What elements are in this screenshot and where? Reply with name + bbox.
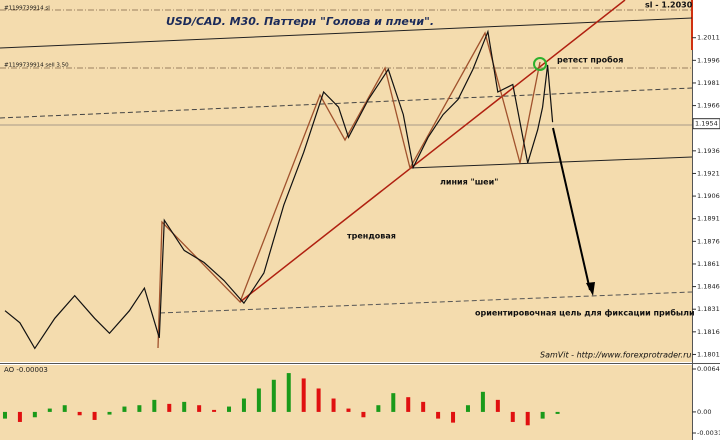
y-tick-label: 1.1906 [697, 192, 720, 200]
ao-bar [555, 411, 560, 414]
ao-bar [122, 406, 127, 412]
ao-bar [361, 411, 366, 418]
ao-bar [525, 411, 530, 426]
ao-bar [436, 411, 441, 419]
ao-bar [495, 399, 500, 412]
ao-bar [331, 398, 336, 412]
annotation: ретест пробоя [557, 55, 623, 65]
y-tick-label: -0.00315 [697, 429, 720, 437]
annotation: SamVit - http://www.forexprotrader.ru [540, 351, 691, 360]
target-arrow [552, 127, 591, 291]
target-line [159, 291, 693, 314]
ao-bar [47, 408, 52, 412]
y-tick-label: 1.1996 [697, 56, 720, 64]
y-tick-label: 1.1816 [697, 328, 720, 336]
y-tick-label: 1.1981 [697, 79, 720, 87]
ao-bar [391, 393, 396, 412]
annotation: #1199739914 sl [4, 6, 50, 12]
ao-bar [182, 401, 187, 412]
ao-bar [301, 378, 306, 412]
ao-bar [92, 411, 97, 420]
indicator-pane [0, 365, 692, 440]
annotation: линия "шеи" [440, 178, 498, 187]
retest-circle [533, 57, 547, 71]
y-tick-label: 1.1891 [697, 215, 720, 223]
ao-bar [421, 401, 426, 412]
indicator-title: AO -0.00003 [4, 366, 48, 374]
ao-bar [77, 411, 82, 416]
y-tick-label: 1.1936 [697, 147, 720, 155]
y-tick-label: 1.1876 [697, 237, 720, 245]
y-tick-label: 1.1861 [697, 260, 720, 268]
y-tick-label: 0.00 [697, 408, 711, 416]
channel-line [0, 17, 693, 49]
ao-bar [406, 397, 411, 412]
ao-bar [2, 411, 7, 419]
annotation: ориентировочная цель для фиксации прибыл… [475, 308, 695, 318]
y-tick-label: 0.00641 [697, 365, 720, 373]
ao-bar [212, 409, 217, 412]
trend-line [239, 0, 626, 303]
ao-bar [107, 411, 112, 415]
ao-bar [197, 405, 202, 412]
ao-bar [451, 411, 456, 423]
last-price-box [692, 118, 720, 130]
channel-line [0, 87, 693, 119]
price-line [4, 29, 554, 350]
ao-bar [376, 405, 381, 412]
y-tick-label: 1.1831 [697, 305, 720, 313]
ao-bar [32, 411, 37, 418]
ao-bar [510, 411, 515, 422]
y-tick-label: 1.1846 [697, 283, 720, 291]
annotation: трендовая [347, 232, 396, 241]
ao-bar [540, 411, 545, 419]
y-tick-label: 1.1801 [697, 350, 720, 358]
ao-bar [346, 408, 351, 412]
ao-bar [17, 411, 22, 422]
y-tick-label: 1.1966 [697, 102, 720, 110]
ao-bar [465, 405, 470, 412]
ao-bar [227, 406, 232, 412]
ao-bar [480, 391, 485, 412]
neckline [409, 156, 693, 169]
ao-bar [137, 405, 142, 412]
last-price-label: 1.1954 [695, 120, 718, 128]
annotation: #1199739914 sell 3.50 [4, 63, 69, 69]
pattern-zigzag [157, 31, 541, 349]
y-tick-label: 1.1921 [697, 169, 720, 177]
ao-bar [152, 399, 157, 412]
chart-title: USD/CAD. M30. Паттерн "Голова и плечи". [166, 15, 434, 28]
arrow-head [586, 282, 595, 296]
ao-bar [271, 379, 276, 412]
annotation: sl - 1.2030 [645, 1, 693, 10]
ao-bar [286, 373, 291, 412]
ao-bar [256, 388, 261, 412]
y-tick-label: 1.2011 [697, 34, 720, 42]
ao-bar [167, 403, 172, 412]
ao-bar [316, 388, 321, 412]
ao-bar [62, 405, 67, 412]
price-pane [0, 0, 692, 362]
ao-bar [241, 398, 246, 412]
